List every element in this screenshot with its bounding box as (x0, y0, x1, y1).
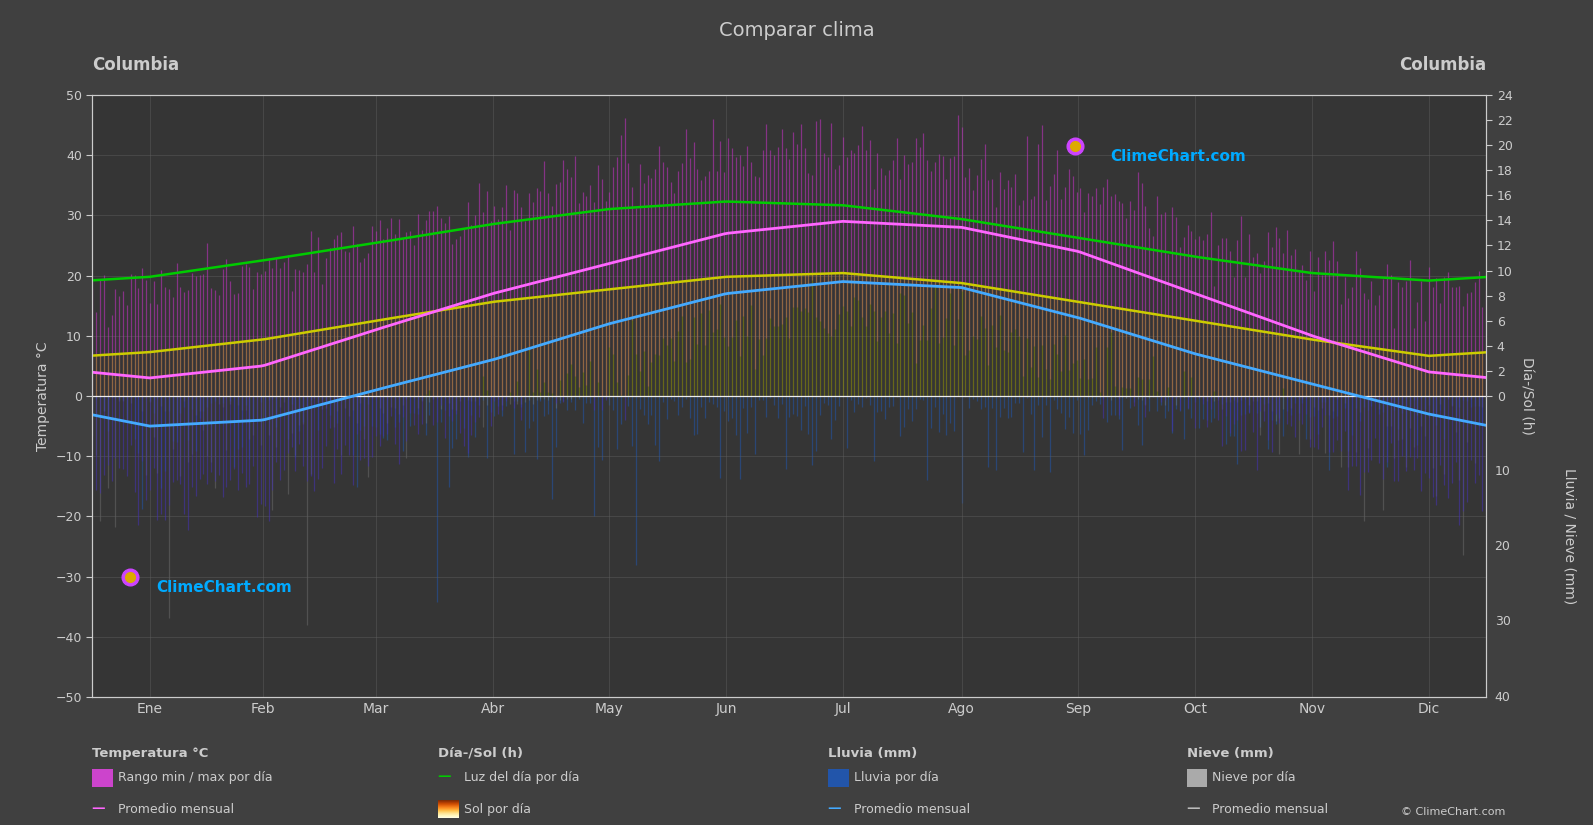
Text: Lluvia (mm): Lluvia (mm) (828, 747, 918, 760)
Text: Comparar clima: Comparar clima (718, 21, 875, 40)
Text: ─: ─ (438, 768, 449, 788)
Text: 10: 10 (1494, 464, 1510, 478)
Text: Columbia: Columbia (92, 56, 180, 73)
Text: Rango min / max por día: Rango min / max por día (118, 771, 272, 785)
Text: ─: ─ (1187, 799, 1198, 819)
Text: Temperatura °C: Temperatura °C (92, 747, 209, 760)
Text: ─: ─ (828, 799, 840, 819)
Text: ClimeChart.com: ClimeChart.com (1110, 149, 1246, 164)
Text: ─: ─ (92, 799, 104, 819)
Text: Día-/Sol (h): Día-/Sol (h) (438, 747, 523, 760)
Text: Nieve (mm): Nieve (mm) (1187, 747, 1273, 760)
Text: 20: 20 (1494, 540, 1510, 553)
Text: 30: 30 (1494, 615, 1510, 629)
Text: Promedio mensual: Promedio mensual (1212, 803, 1329, 816)
Text: Sol por día: Sol por día (464, 803, 530, 816)
Text: Nieve por día: Nieve por día (1212, 771, 1295, 785)
Text: Promedio mensual: Promedio mensual (854, 803, 970, 816)
Text: Luz del día por día: Luz del día por día (464, 771, 580, 785)
Y-axis label: Temperatura °C: Temperatura °C (37, 342, 49, 450)
Text: Lluvia por día: Lluvia por día (854, 771, 938, 785)
Text: ClimeChart.com: ClimeChart.com (156, 580, 292, 595)
Text: Promedio mensual: Promedio mensual (118, 803, 234, 816)
Text: Columbia: Columbia (1399, 56, 1486, 73)
Text: 40: 40 (1494, 691, 1510, 704)
Text: Lluvia / Nieve (mm): Lluvia / Nieve (mm) (1563, 468, 1575, 605)
Y-axis label: Día-/Sol (h): Día-/Sol (h) (1520, 357, 1534, 435)
Text: © ClimeChart.com: © ClimeChart.com (1400, 807, 1505, 817)
